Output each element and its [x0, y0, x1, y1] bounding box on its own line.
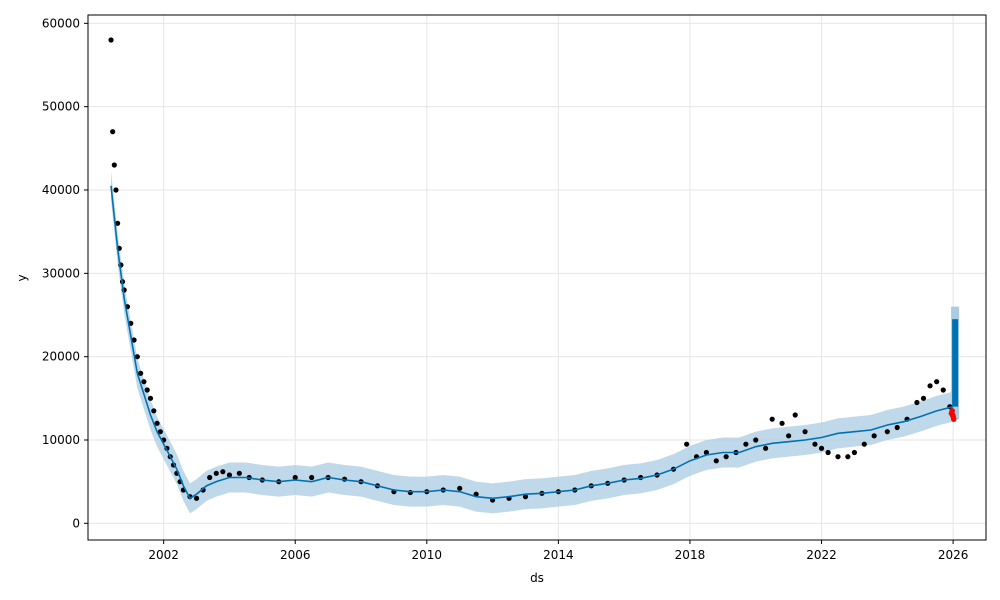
x-tick-label: 2014	[543, 548, 574, 562]
observed-point	[134, 354, 140, 360]
observed-point	[818, 445, 825, 451]
observed-point	[845, 454, 851, 460]
observed-point	[723, 454, 729, 460]
forecast-spike	[952, 319, 959, 407]
observed-point	[920, 395, 927, 401]
forecast-line	[110, 185, 954, 500]
observed-point	[108, 37, 114, 43]
observed-point	[131, 337, 137, 343]
x-axis-label: ds	[530, 571, 544, 585]
observed-point	[802, 429, 808, 435]
observed-point	[871, 433, 877, 439]
observed-point	[147, 395, 154, 401]
observed-point	[213, 470, 219, 476]
observed-point	[115, 220, 121, 226]
observed-point	[884, 429, 890, 435]
forecast-line-group	[110, 185, 959, 500]
observed-point	[753, 437, 759, 443]
highlighted-point	[949, 408, 955, 414]
observed-point	[207, 474, 213, 481]
observed-point	[111, 162, 117, 168]
observed-point	[769, 416, 775, 422]
observed-point	[851, 449, 858, 456]
observed-point	[792, 412, 798, 418]
observed-point	[309, 474, 315, 481]
observed-point	[763, 445, 769, 451]
observed-point	[110, 129, 116, 135]
x-tick-label: 2026	[938, 548, 969, 562]
highlighted-point	[950, 416, 957, 422]
gridlines	[88, 15, 986, 540]
plot-frame	[87, 14, 987, 541]
x-axis: 2002 2006 2010 2014 2018 2022 2026	[148, 540, 968, 562]
observed-point	[292, 474, 298, 481]
y-tick-label: 10000	[42, 433, 80, 447]
observed-point	[940, 387, 946, 393]
y-tick-label: 60000	[42, 16, 80, 30]
observed-point	[226, 472, 233, 478]
x-tick-label: 2002	[148, 548, 179, 562]
observed-point	[914, 399, 920, 406]
observed-point	[144, 387, 150, 393]
uncertainty-interval	[111, 170, 954, 514]
observed-point	[861, 441, 867, 447]
observed-point	[236, 470, 242, 476]
y-tick-label: 50000	[42, 100, 80, 114]
observed-point	[151, 408, 157, 414]
observed-point	[684, 441, 690, 447]
observed-point	[141, 379, 147, 385]
observed-point	[934, 379, 940, 385]
observed-point	[779, 420, 785, 426]
x-tick-label: 2018	[675, 548, 706, 562]
observed-point	[812, 441, 818, 447]
uncertainty-band	[111, 170, 960, 514]
y-tick-label: 30000	[42, 266, 80, 280]
highlighted-points	[948, 408, 957, 422]
observed-point	[220, 469, 226, 475]
y-axis: 0 10000 20000 30000 40000 50000 60000	[42, 16, 88, 530]
y-tick-label: 20000	[42, 350, 80, 364]
observed-point	[713, 458, 719, 464]
y-tick-label: 40000	[42, 183, 80, 197]
x-tick-label: 2006	[280, 548, 311, 562]
observed-point	[835, 454, 841, 460]
observed-point	[193, 495, 200, 501]
observed-point	[825, 449, 831, 456]
observed-point	[138, 370, 144, 376]
observed-point	[113, 187, 119, 193]
observed-point	[457, 485, 463, 491]
x-tick-label: 2010	[412, 548, 443, 562]
observed-point	[786, 433, 792, 439]
observed-point	[743, 441, 749, 447]
y-tick-label: 0	[72, 516, 80, 530]
observed-point	[157, 429, 163, 435]
observed-point	[703, 449, 710, 456]
observed-point	[927, 383, 933, 389]
observed-point	[894, 424, 900, 431]
observed-point	[154, 420, 160, 426]
y-axis-label: y	[15, 274, 29, 281]
observed-point	[522, 494, 529, 500]
x-tick-label: 2022	[806, 548, 837, 562]
